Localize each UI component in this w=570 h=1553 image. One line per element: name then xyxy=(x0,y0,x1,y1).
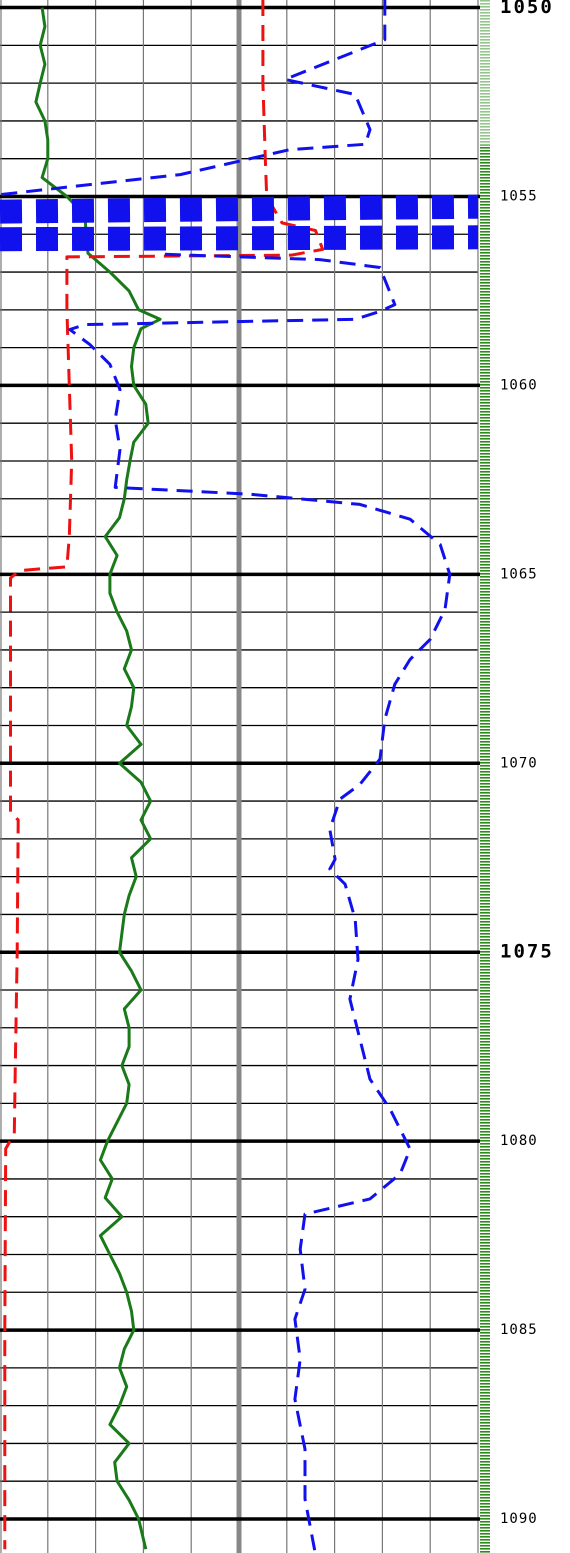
track-strip xyxy=(480,145,490,1553)
y-tick-label: 1060 xyxy=(500,377,538,393)
log-curve xyxy=(34,7,162,1550)
log-curve xyxy=(0,225,479,252)
y-tick-label: 1085 xyxy=(500,1322,538,1338)
y-tick-label: 1065 xyxy=(500,566,538,582)
log-curve xyxy=(0,194,479,224)
track-strip xyxy=(480,0,490,145)
y-tick-label: 1075 xyxy=(500,941,554,963)
log-curve xyxy=(0,0,452,1553)
y-tick-label: 1090 xyxy=(500,1511,538,1527)
y-tick-label: 1050 xyxy=(500,0,554,18)
log-curve xyxy=(3,0,325,1550)
y-tick-label: 1080 xyxy=(500,1133,538,1149)
y-tick-label: 1055 xyxy=(500,188,538,204)
y-tick-label: 1070 xyxy=(500,755,538,771)
